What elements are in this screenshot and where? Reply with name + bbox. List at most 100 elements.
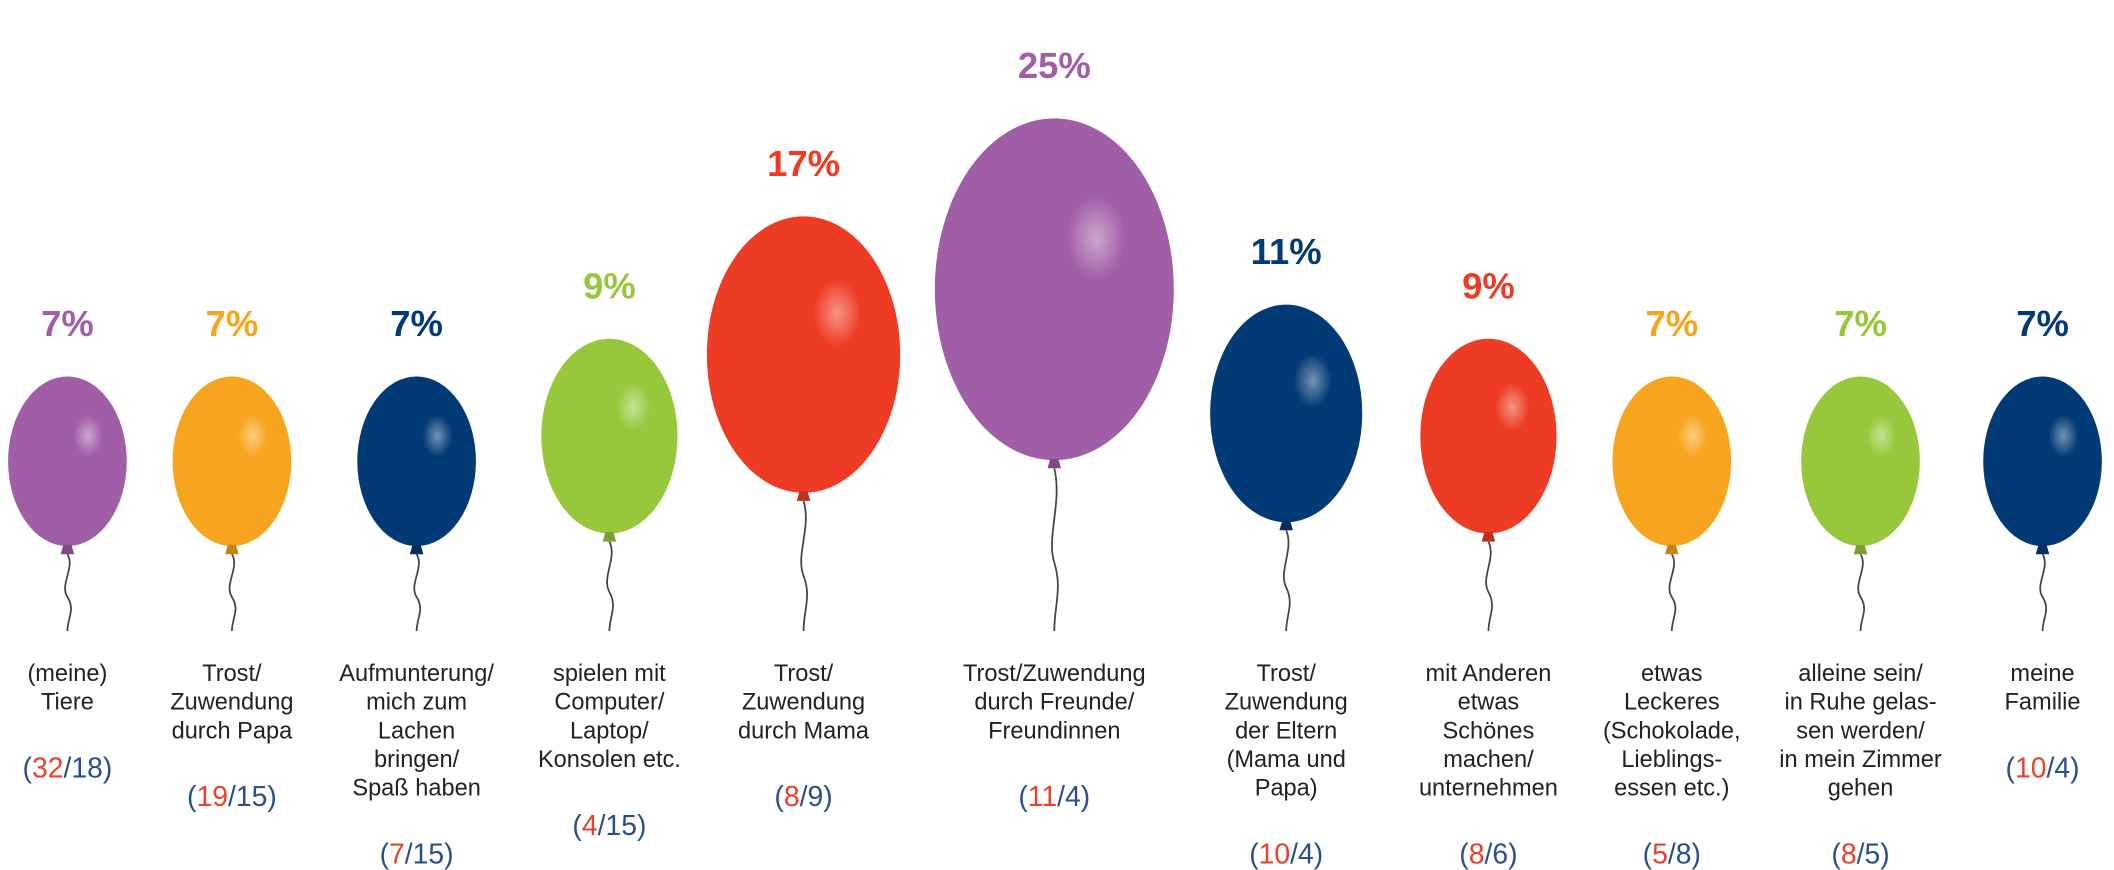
count-close: ) — [1508, 838, 1517, 870]
category-label: machen/ — [1443, 746, 1534, 772]
count-first: 4 — [582, 809, 598, 841]
balloon — [8, 376, 127, 547]
count-open: ( — [187, 780, 197, 812]
count-close: ) — [1314, 838, 1323, 870]
count-separator: / — [800, 780, 808, 812]
category-label: in mein Zimmer — [1779, 746, 1942, 772]
count-close: ) — [823, 780, 832, 812]
balloon — [357, 376, 476, 547]
count-second: 15 — [605, 809, 636, 841]
balloon — [1420, 338, 1557, 534]
category-label: durch Freunde/ — [974, 689, 1134, 715]
balloon-string — [2039, 553, 2047, 631]
balloon-highlight — [616, 382, 651, 432]
count-open: ( — [1249, 838, 1259, 870]
balloon-highlight — [1066, 195, 1126, 281]
count-separator: / — [1057, 780, 1065, 812]
balloon-knot — [2035, 544, 2050, 555]
count-label: (11/4) — [1018, 780, 1090, 812]
count-label: (8/9) — [774, 780, 832, 812]
percent-label: 25% — [1018, 45, 1091, 86]
category-label: Papa) — [1255, 775, 1318, 801]
balloon-knot — [225, 544, 239, 555]
count-second: 9 — [807, 780, 823, 812]
category-label: gehen — [1828, 775, 1894, 801]
category-label: durch Papa — [172, 717, 293, 743]
percent-label: 17% — [767, 143, 840, 184]
count-second: 15 — [236, 780, 267, 812]
category-label: unternehmen — [1419, 775, 1558, 801]
balloon-string — [1668, 553, 1677, 631]
count-label: (7/15) — [380, 838, 454, 870]
balloon-knot — [602, 532, 617, 542]
balloon — [934, 118, 1174, 461]
balloon-highlight — [1677, 414, 1708, 458]
category-label: sen werden/ — [1796, 717, 1925, 743]
category-label: Konsolen etc. — [538, 746, 681, 772]
count-label: (5/8) — [1643, 838, 1701, 870]
count-close: ) — [1691, 838, 1700, 870]
category-label: in Ruhe gelas- — [1785, 689, 1937, 715]
count-first: 7 — [389, 838, 405, 870]
count-label: (8/6) — [1459, 838, 1517, 870]
balloon-highlight — [813, 278, 862, 348]
balloon-string — [1282, 529, 1291, 631]
balloon-highlight — [422, 414, 453, 458]
count-close: ) — [637, 809, 646, 841]
count-second: 4 — [1065, 780, 1081, 812]
balloon-knot — [1279, 520, 1293, 531]
percent-label: 9% — [1462, 265, 1515, 306]
balloon-string — [1051, 467, 1059, 631]
balloon-string — [1857, 553, 1865, 631]
count-separator: / — [1484, 838, 1492, 870]
count-first: 8 — [784, 780, 800, 812]
count-open: ( — [23, 751, 33, 783]
balloon-knot — [796, 491, 811, 501]
category-label: Trost/ — [1257, 660, 1317, 686]
category-label: alleine sein/ — [1798, 660, 1923, 686]
count-close: ) — [1081, 780, 1090, 812]
category-label: Lachen — [378, 717, 455, 743]
balloon — [541, 338, 678, 534]
category-label: Computer/ — [554, 689, 665, 715]
count-separator: / — [1857, 838, 1865, 870]
balloon — [706, 216, 901, 493]
category-label: der Eltern — [1235, 717, 1337, 743]
category-label: Trost/Zuwendung — [963, 660, 1146, 686]
count-second: 18 — [71, 751, 102, 783]
balloon-knot — [1481, 532, 1496, 542]
balloon — [172, 376, 292, 547]
category-label: etwas — [1458, 689, 1520, 715]
category-label: bringen/ — [374, 746, 460, 772]
balloon-string — [800, 500, 808, 631]
balloon — [1612, 376, 1732, 547]
count-separator: / — [2046, 751, 2054, 783]
balloon-knot — [60, 544, 75, 555]
count-label: (10/4) — [2006, 751, 2080, 783]
category-label: mich zum — [366, 689, 467, 715]
category-label: mit Anderen — [1426, 660, 1552, 686]
count-open: ( — [1018, 780, 1028, 812]
category-label: Freundinnen — [988, 717, 1120, 743]
count-second: 6 — [1492, 838, 1508, 870]
balloon-knot — [1665, 544, 1679, 555]
percent-label: 7% — [206, 303, 259, 344]
count-first: 8 — [1469, 838, 1485, 870]
category-label: etwas — [1641, 660, 1703, 686]
count-open: ( — [1643, 838, 1653, 870]
count-second: 15 — [413, 838, 444, 870]
category-label: (meine) — [27, 660, 107, 686]
balloon-string — [64, 553, 72, 631]
balloon-highlight — [1495, 382, 1530, 432]
category-label: Lieblings- — [1621, 746, 1722, 772]
count-first: 5 — [1652, 838, 1668, 870]
count-close: ) — [2070, 751, 2079, 783]
count-separator: / — [1668, 838, 1676, 870]
percent-label: 7% — [41, 303, 94, 344]
count-label: (4/15) — [572, 809, 646, 841]
count-first: 10 — [2015, 751, 2046, 783]
count-second: 4 — [1298, 838, 1314, 870]
category-label: Spaß haben — [352, 775, 480, 801]
percent-label: 7% — [1645, 303, 1698, 344]
